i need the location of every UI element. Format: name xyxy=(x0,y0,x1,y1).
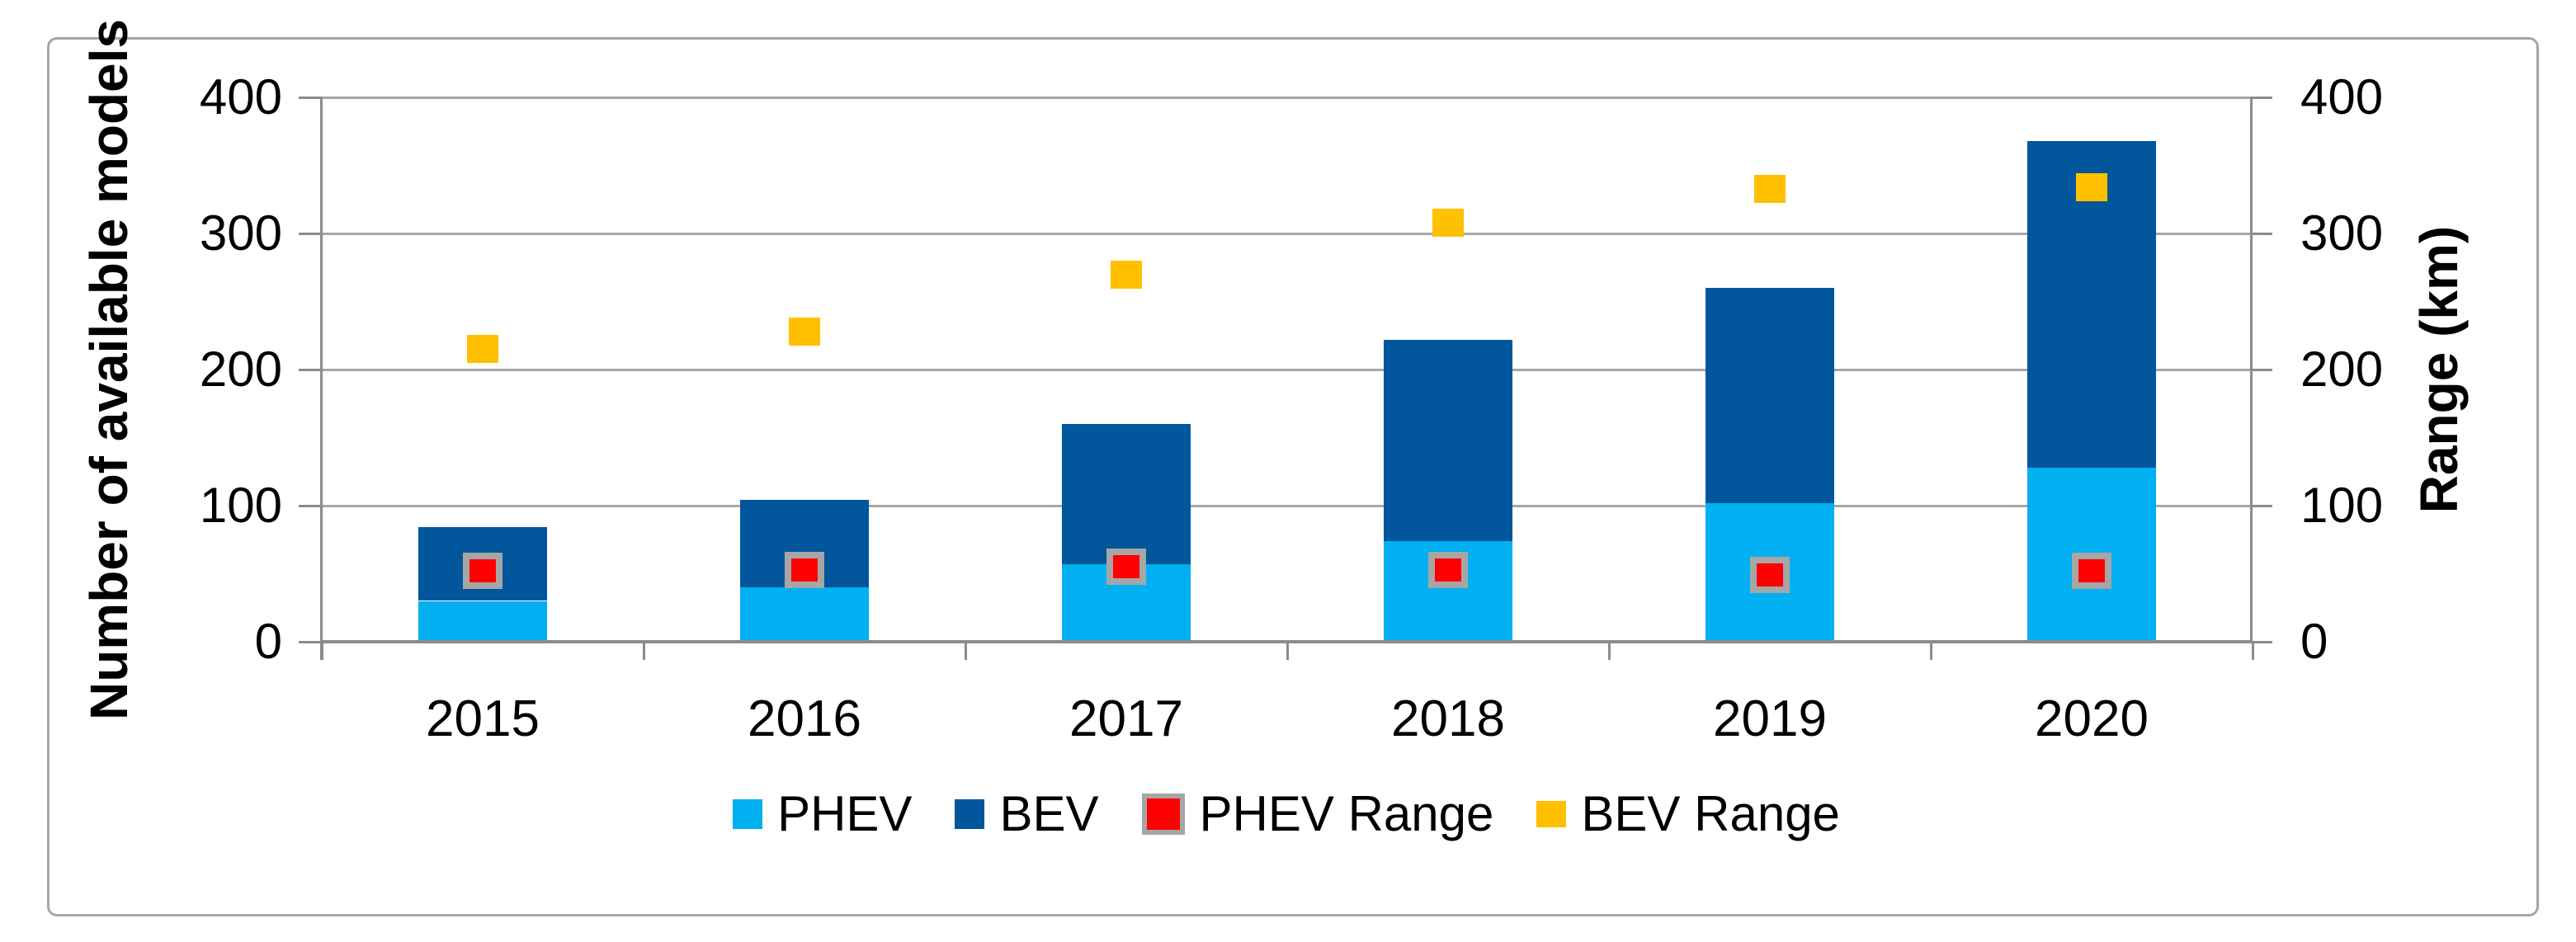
marker-phev-range-2016 xyxy=(785,551,824,588)
left-tick-label-400: 400 xyxy=(199,69,282,125)
right-axis-title: Range (km) xyxy=(2409,225,2469,514)
gridline-300 xyxy=(322,233,2251,235)
bar-phev-2015 xyxy=(418,601,547,642)
legend: PHEV BEV PHEV Range BEV Range xyxy=(322,785,2251,842)
marker-phev-range-2017 xyxy=(1106,549,1146,586)
left-tick-300 xyxy=(299,233,322,235)
left-tick-label-100: 100 xyxy=(199,478,282,533)
left-tick-200 xyxy=(299,369,322,371)
legend-swatch-bev xyxy=(955,798,985,829)
marker-bev-range-2018 xyxy=(1432,208,1464,237)
legend-swatch-phev-range xyxy=(1141,793,1185,835)
bar-phev-2016 xyxy=(740,587,869,642)
left-tick-0 xyxy=(299,641,322,643)
right-tick-label-300: 300 xyxy=(2300,205,2384,261)
x-axis-tick xyxy=(1930,642,1932,660)
right-tick-label-0: 0 xyxy=(2300,614,2328,669)
legend-item-phev-range: PHEV Range xyxy=(1141,785,1494,842)
right-tick-300 xyxy=(2251,233,2272,235)
x-axis-label-2017: 2017 xyxy=(1069,690,1183,747)
left-axis-line xyxy=(320,97,323,660)
x-axis-label-2018: 2018 xyxy=(1391,690,1505,747)
x-axis-tick xyxy=(643,642,645,660)
legend-label: PHEV Range xyxy=(1199,786,1494,841)
marker-bev-range-2017 xyxy=(1111,260,1142,289)
right-tick-label-400: 400 xyxy=(2300,69,2384,125)
x-axis-label-2019: 2019 xyxy=(1713,690,1827,747)
legend-label: PHEV xyxy=(777,786,913,841)
bar-bev-2019 xyxy=(1706,288,1834,503)
right-tick-label-100: 100 xyxy=(2300,478,2384,533)
left-tick-100 xyxy=(299,505,322,507)
marker-phev-range-2015 xyxy=(463,553,502,590)
left-tick-400 xyxy=(299,97,322,99)
x-axis-tick xyxy=(2252,642,2254,660)
bar-bev-2017 xyxy=(1062,424,1191,564)
left-tick-label-200: 200 xyxy=(199,341,282,397)
gridline-200 xyxy=(322,369,2251,371)
x-axis-label-2020: 2020 xyxy=(2035,690,2149,747)
right-tick-label-200: 200 xyxy=(2300,341,2384,397)
right-tick-100 xyxy=(2251,505,2272,507)
marker-phev-range-2018 xyxy=(1428,551,1468,588)
right-tick-200 xyxy=(2251,369,2272,371)
x-axis-tick xyxy=(965,642,967,660)
left-tick-label-0: 0 xyxy=(254,614,282,669)
right-tick-400 xyxy=(2251,97,2272,99)
legend-swatch-bev-range xyxy=(1536,800,1567,827)
legend-label: BEV Range xyxy=(1581,786,1840,841)
gridline-100 xyxy=(322,505,2251,507)
marker-bev-range-2019 xyxy=(1754,174,1786,203)
legend-label: BEV xyxy=(999,786,1099,841)
legend-item-bev: BEV xyxy=(955,785,1099,842)
right-tick-0 xyxy=(2251,641,2272,643)
legend-item-phev: PHEV xyxy=(733,785,912,842)
marker-phev-range-2020 xyxy=(2072,553,2111,590)
x-axis-tick xyxy=(1286,642,1289,660)
x-axis-tick xyxy=(321,642,323,660)
marker-bev-range-2020 xyxy=(2076,172,2107,201)
legend-item-bev-range: BEV Range xyxy=(1536,785,1840,842)
plot-area xyxy=(322,97,2251,642)
marker-bev-range-2015 xyxy=(467,335,498,364)
gridline-400 xyxy=(322,97,2251,99)
left-tick-label-300: 300 xyxy=(199,205,282,261)
bar-bev-2018 xyxy=(1384,339,1512,541)
marker-phev-range-2019 xyxy=(1750,557,1790,594)
x-axis-label-2015: 2015 xyxy=(426,690,540,747)
x-axis-tick xyxy=(1608,642,1611,660)
x-axis-label-2016: 2016 xyxy=(748,690,861,747)
legend-swatch-phev xyxy=(733,798,763,829)
left-axis-title: Number of available models xyxy=(79,18,139,721)
marker-bev-range-2016 xyxy=(789,317,820,346)
